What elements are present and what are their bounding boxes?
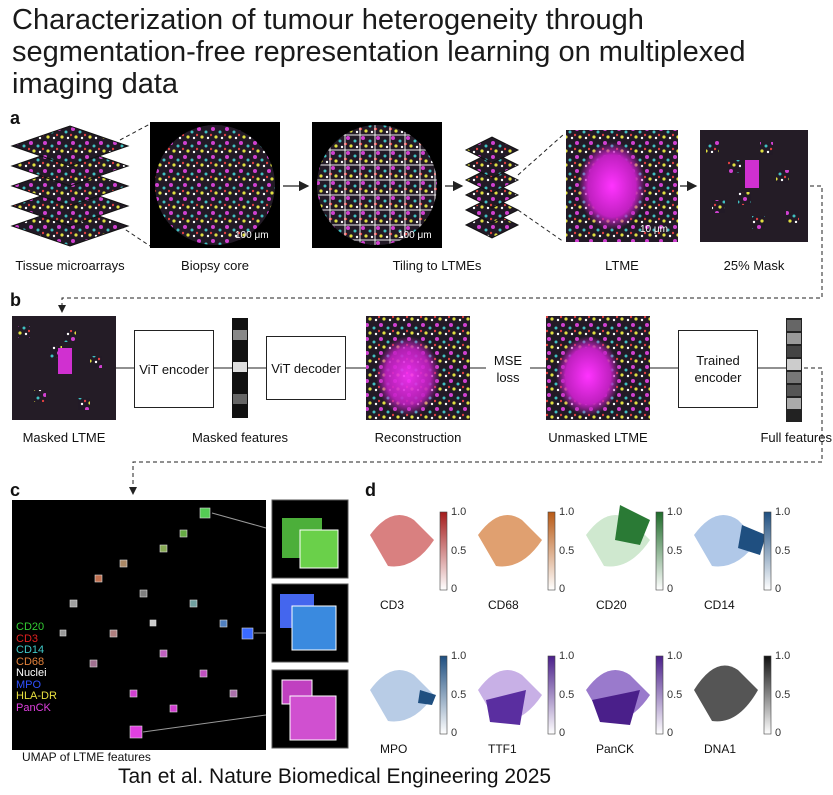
- marker-label-cd14: CD14: [704, 598, 735, 612]
- panel-label-d: d: [365, 480, 376, 500]
- caption-unmasked-ltme: Unmasked LTME: [548, 430, 648, 445]
- umap-tiles: [59, 507, 254, 739]
- caption-reconstruction: Reconstruction: [374, 430, 462, 445]
- tick-1-0: 1.0: [667, 650, 683, 662]
- tick-0-5: 0.5: [667, 545, 683, 557]
- scale-bar-biopsy: 100 μm: [235, 230, 269, 241]
- marker-label-cd3: CD3: [380, 598, 405, 612]
- panel-label-a: a: [10, 108, 21, 128]
- tick-1-0: 1.0: [667, 506, 683, 518]
- legend-nuclei: Nuclei: [16, 667, 47, 679]
- figure-title: Characterization of tumour heterogeneity…: [12, 4, 746, 100]
- tick-0-5: 0.5: [451, 545, 467, 557]
- marker-label-cd68: CD68: [488, 598, 519, 612]
- tick-0-5: 0.5: [775, 689, 791, 701]
- caption-masked-ltme: Masked LTME: [22, 430, 106, 445]
- tick-1-0: 1.0: [559, 506, 575, 518]
- caption-tiling: Tiling to LTMEs: [392, 258, 482, 273]
- full-features-column: [786, 318, 802, 422]
- legend-cd68: CD68: [16, 655, 45, 668]
- tick-1-0: 1.0: [451, 506, 467, 518]
- legend-cd3: CD3: [16, 632, 39, 645]
- panel-label-c: c: [10, 480, 21, 500]
- tick-0-5: 0.5: [559, 689, 575, 701]
- caption-full-features: Full features: [760, 430, 832, 445]
- marker-umaps: [370, 505, 766, 725]
- legend-mpo: MPO: [16, 678, 42, 691]
- tick-0: 0: [451, 583, 458, 595]
- tick-0-5: 0.5: [667, 689, 683, 701]
- citation: Tan et al. Nature Biomedical Engineering…: [118, 765, 552, 788]
- panel-label-b: b: [10, 290, 21, 310]
- vit-decoder-box: ViT decoder: [266, 336, 346, 400]
- legend-hla-dr: HLA-DR: [16, 690, 57, 702]
- tick-1-0: 1.0: [775, 650, 791, 662]
- legend-panck: PanCK: [16, 701, 51, 714]
- tick-0: 0: [667, 583, 674, 595]
- ltme-stack: [464, 136, 520, 239]
- tick-1-0: 1.0: [451, 650, 467, 662]
- tissue-microarray-stack: [10, 125, 130, 247]
- tick-0-5: 0.5: [775, 545, 791, 557]
- caption-masked-features: Masked features: [191, 430, 289, 445]
- masked-features-column: [232, 318, 248, 418]
- tick-0: 0: [559, 727, 566, 739]
- scale-bar-ltme: 10 μm: [640, 224, 668, 235]
- caption-25-mask: 25% Mask: [723, 258, 785, 273]
- marker-label-dna1: DNA1: [704, 742, 737, 756]
- tick-1-0: 1.0: [775, 506, 791, 518]
- tick-1-0: 1.0: [559, 650, 575, 662]
- tick-0-5: 0.5: [451, 689, 467, 701]
- tick-0: 0: [667, 727, 674, 739]
- caption-biopsy-core: Biopsy core: [181, 258, 249, 273]
- marker-label-panck: PanCK: [596, 742, 635, 756]
- tick-0: 0: [559, 583, 566, 595]
- marker-label-mpo: MPO: [380, 742, 408, 756]
- legend-cd20: CD20: [16, 621, 45, 633]
- marker-label-ttf1: TTF1: [488, 742, 517, 756]
- mse-loss-label: MSE loss: [493, 353, 523, 385]
- marker-label-cd20: CD20: [596, 598, 627, 612]
- caption-umap: UMAP of LTME features: [22, 750, 151, 764]
- colorbars: [439, 511, 772, 735]
- trained-encoder-box: Trained encoder: [678, 330, 758, 408]
- umap-legend: CD20 CD3 CD14 CD68 Nuclei MPO HLA-DR Pan…: [16, 621, 57, 714]
- scale-bar-tiling: 100 μm: [398, 230, 432, 241]
- tick-0: 0: [451, 727, 458, 739]
- caption-ltme: LTME: [605, 258, 639, 273]
- tick-0: 0: [775, 583, 782, 595]
- vit-encoder-box: ViT encoder: [134, 330, 214, 408]
- caption-tissue-microarrays: Tissue microarrays: [15, 258, 125, 273]
- tick-0: 0: [775, 727, 782, 739]
- legend-cd14: CD14: [16, 644, 45, 656]
- tick-0-5: 0.5: [559, 545, 575, 557]
